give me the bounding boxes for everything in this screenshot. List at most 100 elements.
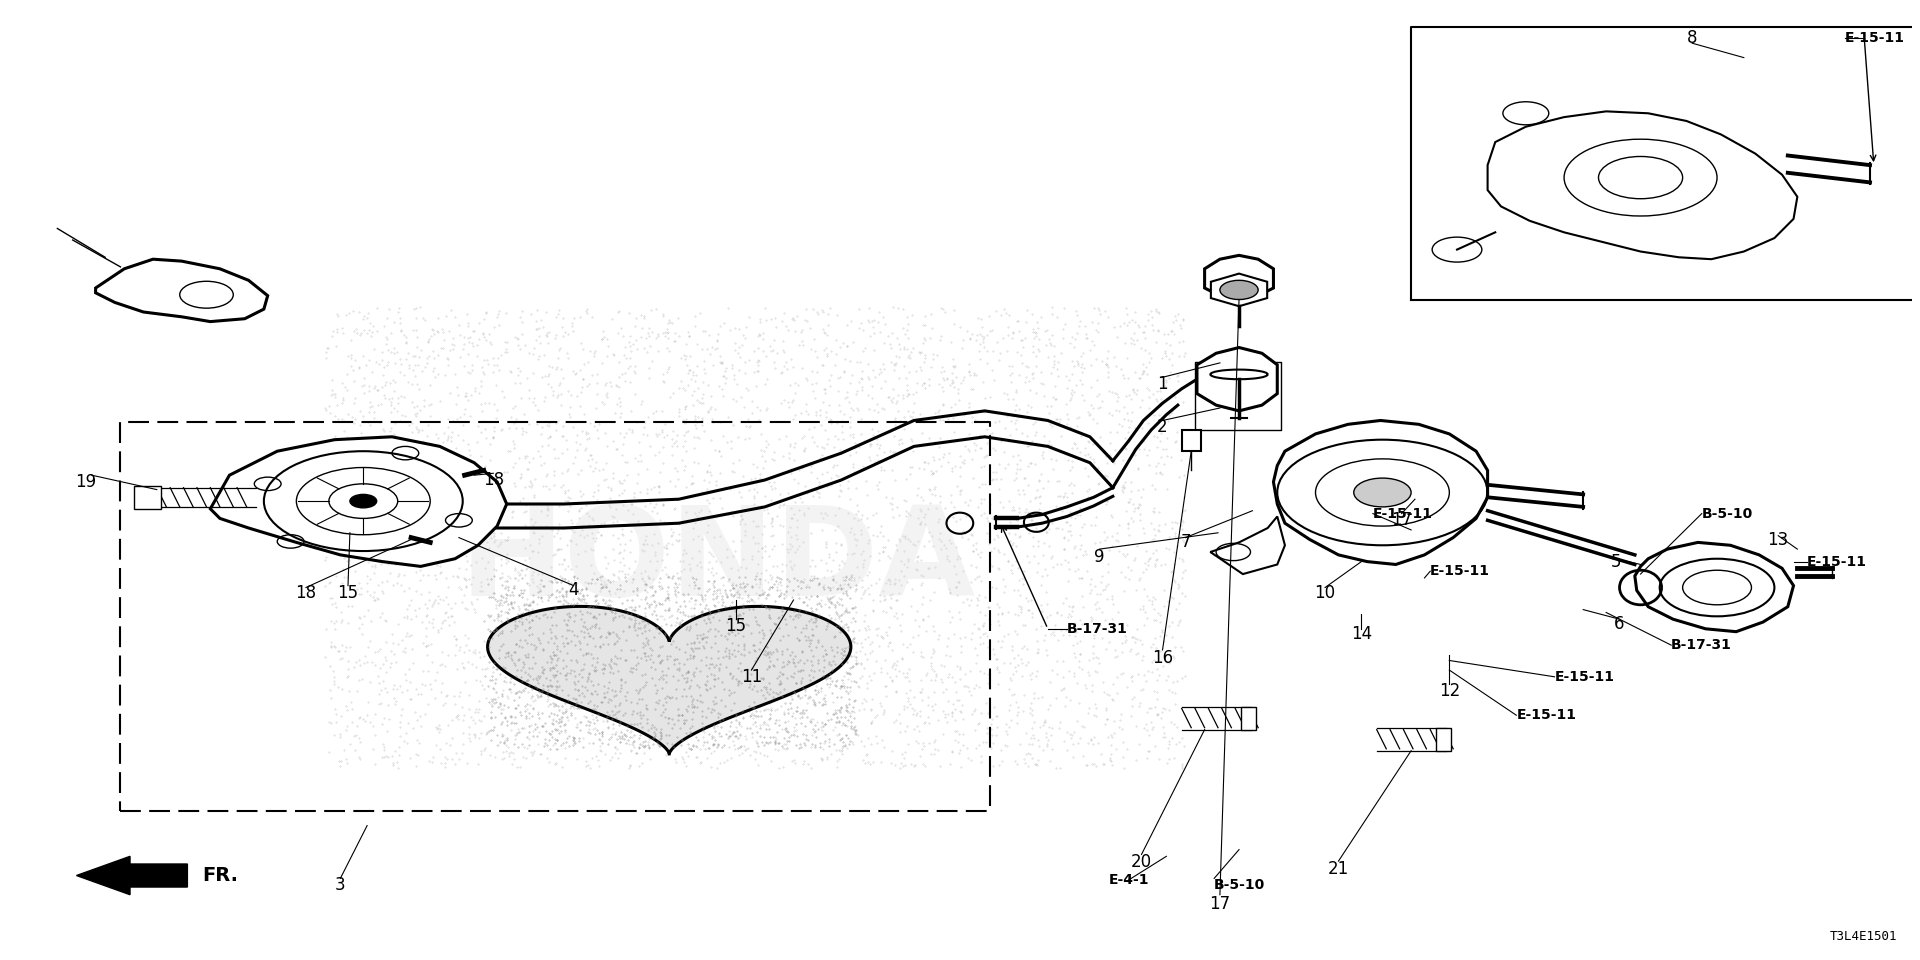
Point: [1020, 424, 1050, 440]
Point: [557, 522, 588, 538]
Point: [342, 581, 372, 596]
Point: [495, 722, 526, 737]
Point: [780, 313, 810, 328]
Point: [785, 625, 816, 640]
Point: [1079, 535, 1110, 550]
Point: [766, 537, 797, 552]
Point: [1165, 317, 1196, 332]
Point: [559, 363, 589, 378]
Point: [799, 692, 829, 708]
Point: [434, 737, 465, 753]
Point: [893, 330, 924, 346]
Point: [578, 686, 609, 702]
Point: [876, 590, 906, 606]
Point: [780, 615, 810, 631]
Point: [628, 682, 659, 697]
Point: [534, 708, 564, 724]
Point: [1123, 645, 1154, 660]
Point: [902, 488, 933, 503]
Point: [386, 708, 417, 723]
Point: [864, 552, 895, 567]
Point: [1127, 520, 1158, 536]
Point: [419, 594, 449, 610]
Point: [860, 370, 891, 385]
Point: [599, 656, 630, 671]
Point: [1020, 520, 1050, 536]
Point: [858, 312, 889, 327]
Point: [455, 709, 486, 725]
Point: [937, 744, 968, 759]
Point: [929, 500, 960, 516]
Point: [380, 428, 411, 444]
Point: [1164, 306, 1194, 322]
Point: [922, 712, 952, 728]
Point: [632, 734, 662, 750]
Point: [630, 564, 660, 579]
Point: [1117, 382, 1148, 397]
Point: [392, 683, 422, 698]
Point: [611, 723, 641, 738]
Point: [334, 736, 365, 752]
Point: [1020, 331, 1050, 347]
Point: [653, 589, 684, 605]
Point: [1112, 742, 1142, 757]
Point: [476, 672, 507, 687]
Point: [405, 686, 436, 702]
Point: [883, 585, 914, 600]
Point: [637, 406, 668, 421]
Point: [922, 631, 952, 646]
Point: [340, 448, 371, 464]
Point: [1133, 663, 1164, 679]
Point: [1123, 497, 1154, 513]
Point: [405, 343, 436, 358]
Point: [804, 662, 835, 678]
Point: [1037, 452, 1068, 468]
Point: [1050, 316, 1081, 331]
Point: [910, 308, 941, 324]
Point: [780, 527, 810, 542]
Point: [1085, 487, 1116, 502]
Point: [730, 638, 760, 654]
Point: [929, 706, 960, 721]
Point: [549, 493, 580, 509]
Point: [689, 365, 720, 380]
Point: [603, 303, 634, 319]
Point: [614, 689, 645, 705]
Point: [1158, 674, 1188, 689]
Point: [826, 580, 856, 595]
Point: [424, 591, 455, 607]
Point: [983, 561, 1014, 576]
Point: [641, 608, 672, 623]
Point: [449, 329, 480, 345]
Point: [655, 515, 685, 530]
Point: [526, 746, 557, 761]
Point: [584, 677, 614, 692]
Point: [442, 661, 472, 677]
Point: [488, 745, 518, 760]
Point: [1085, 387, 1116, 402]
Point: [486, 635, 516, 650]
Point: [772, 571, 803, 587]
Point: [914, 330, 945, 346]
Point: [493, 588, 524, 603]
Point: [449, 486, 480, 501]
Point: [1027, 481, 1058, 496]
Point: [611, 652, 641, 667]
Point: [989, 546, 1020, 562]
Point: [1037, 338, 1068, 353]
Point: [584, 638, 614, 654]
Point: [705, 444, 735, 459]
Point: [766, 643, 797, 659]
Point: [1116, 413, 1146, 428]
Point: [720, 742, 751, 757]
Point: [714, 598, 745, 613]
Point: [778, 636, 808, 652]
Point: [597, 311, 628, 326]
Point: [916, 661, 947, 677]
Point: [1046, 683, 1077, 698]
Point: [858, 592, 889, 608]
Point: [369, 436, 399, 451]
Point: [474, 631, 505, 646]
Point: [516, 677, 547, 692]
Point: [315, 714, 346, 730]
